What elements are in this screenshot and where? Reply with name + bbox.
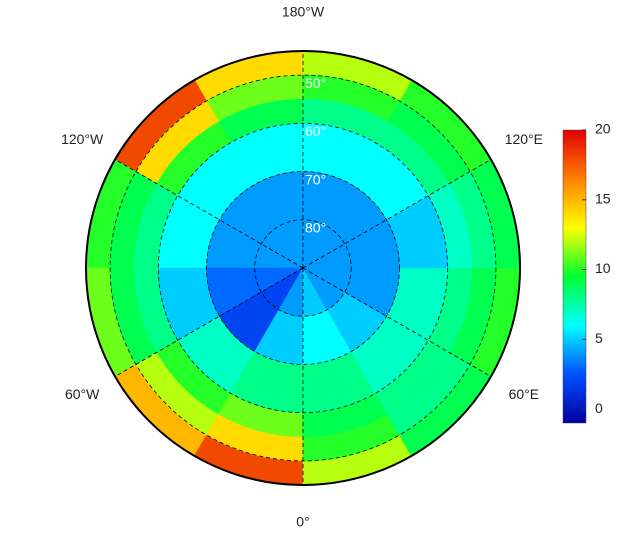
lon-label: 60°E <box>509 386 540 402</box>
lon-label: 0° <box>296 514 309 530</box>
lat-label: 70° <box>305 171 326 187</box>
lat-label: 60° <box>305 123 326 139</box>
lat-label: 50° <box>305 75 326 91</box>
meridian <box>302 267 492 377</box>
parallel <box>206 171 400 365</box>
colorbar-tick-label: 0 <box>595 400 603 416</box>
lon-label: 180°W <box>282 4 325 20</box>
colorbar-tick-label: 10 <box>595 260 611 276</box>
parallel <box>157 122 449 414</box>
colorbar-tick-label: 5 <box>595 330 603 346</box>
colorbar <box>562 129 587 424</box>
meridian <box>302 159 492 269</box>
lat-label: 80° <box>305 219 326 235</box>
colorbar-tick-label: 15 <box>595 190 611 206</box>
colorbar-tick-label: 20 <box>595 121 611 137</box>
meridian <box>114 159 304 269</box>
lon-label: 120°W <box>61 131 104 147</box>
parallel <box>254 219 352 317</box>
lon-label: 120°E <box>505 131 543 147</box>
meridian <box>114 267 304 377</box>
lon-label: 60°W <box>65 386 100 402</box>
map-outline <box>85 50 521 486</box>
